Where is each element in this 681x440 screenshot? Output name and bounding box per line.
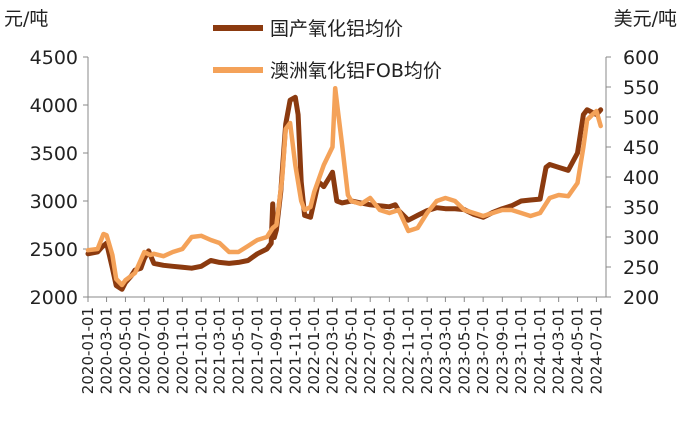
right-tick-label: 550 (623, 77, 659, 99)
right-tick-label: 500 (623, 107, 659, 129)
x-tick-label: 2022-05-01 (342, 307, 360, 394)
legend-label-australia: 澳洲氧化铝FOB均价 (270, 60, 442, 82)
right-tick-label: 300 (623, 227, 659, 249)
left-tick-label: 2000 (30, 287, 78, 309)
right-tick-label: 350 (623, 197, 659, 219)
right-tick-label: 400 (623, 167, 659, 189)
x-tick-label: 2021-03-01 (211, 307, 229, 394)
left-tick-label: 3000 (30, 191, 78, 213)
x-tick-label: 2023-09-01 (493, 307, 511, 394)
x-tick-label: 2024-01-01 (531, 307, 549, 394)
x-tick-label: 2024-05-01 (569, 307, 587, 394)
x-tick-label: 2022-03-01 (323, 307, 341, 394)
x-tick-label: 2021-11-01 (286, 307, 304, 394)
x-tick-label: 2020-11-01 (173, 307, 191, 394)
right-y-axis: 600 550 500 450 400 350 300 250 200 (605, 47, 659, 309)
series-line-australia-fob (85, 85, 603, 288)
legend-label-domestic: 国产氧化铝均价 (270, 18, 403, 40)
left-tick-label: 3500 (30, 143, 78, 165)
x-tick-label: 2021-05-01 (229, 307, 247, 394)
x-tick-label: 2023-07-01 (474, 307, 492, 394)
x-axis: 2020-01-01 2020-03-01 2020-05-01 2020-07-01… (79, 296, 606, 394)
left-tick-label: 2500 (30, 239, 78, 261)
x-tick-label: 2020-03-01 (98, 307, 116, 394)
x-tick-label: 2020-07-01 (135, 307, 153, 394)
right-tick-label: 450 (623, 137, 659, 159)
x-tick-label: 2020-05-01 (116, 307, 134, 394)
legend: 国产氧化铝均价 澳洲氧化铝FOB均价 (213, 18, 442, 82)
x-tick-label: 2023-03-01 (436, 307, 454, 394)
x-tick-label: 2021-01-01 (192, 307, 210, 394)
x-tick-label: 2022-07-01 (361, 307, 379, 394)
left-tick-label: 4000 (30, 95, 78, 117)
right-tick-label: 200 (623, 287, 659, 309)
right-tick-label: 600 (623, 47, 659, 69)
x-tick-label: 2024-03-01 (550, 307, 568, 394)
x-tick-label: 2023-11-01 (512, 307, 530, 394)
x-tick-label: 2024-07-01 (587, 307, 605, 394)
x-tick-label: 2022-09-01 (380, 307, 398, 394)
right-axis-unit-label: 美元/吨 (614, 8, 677, 30)
x-tick-label: 2021-09-01 (267, 307, 285, 394)
x-tick-label: 2020-09-01 (155, 307, 173, 394)
left-tick-label: 4500 (30, 47, 78, 69)
left-axis-unit-label: 元/吨 (4, 8, 48, 30)
x-tick-label: 2022-01-01 (305, 307, 323, 394)
x-tick-label: 2023-01-01 (418, 307, 436, 394)
x-tick-label: 2023-05-01 (455, 307, 473, 394)
series-layer (85, 85, 604, 292)
x-tick-label: 2022-11-01 (399, 307, 417, 394)
x-tick-label: 2020-01-01 (79, 307, 97, 394)
x-tick-label: 2021-07-01 (248, 307, 266, 394)
series-line-domestic-alumina (85, 94, 604, 292)
right-tick-label: 250 (623, 257, 659, 279)
left-y-axis: 4500 4000 3500 3000 2500 2000 (30, 47, 89, 309)
